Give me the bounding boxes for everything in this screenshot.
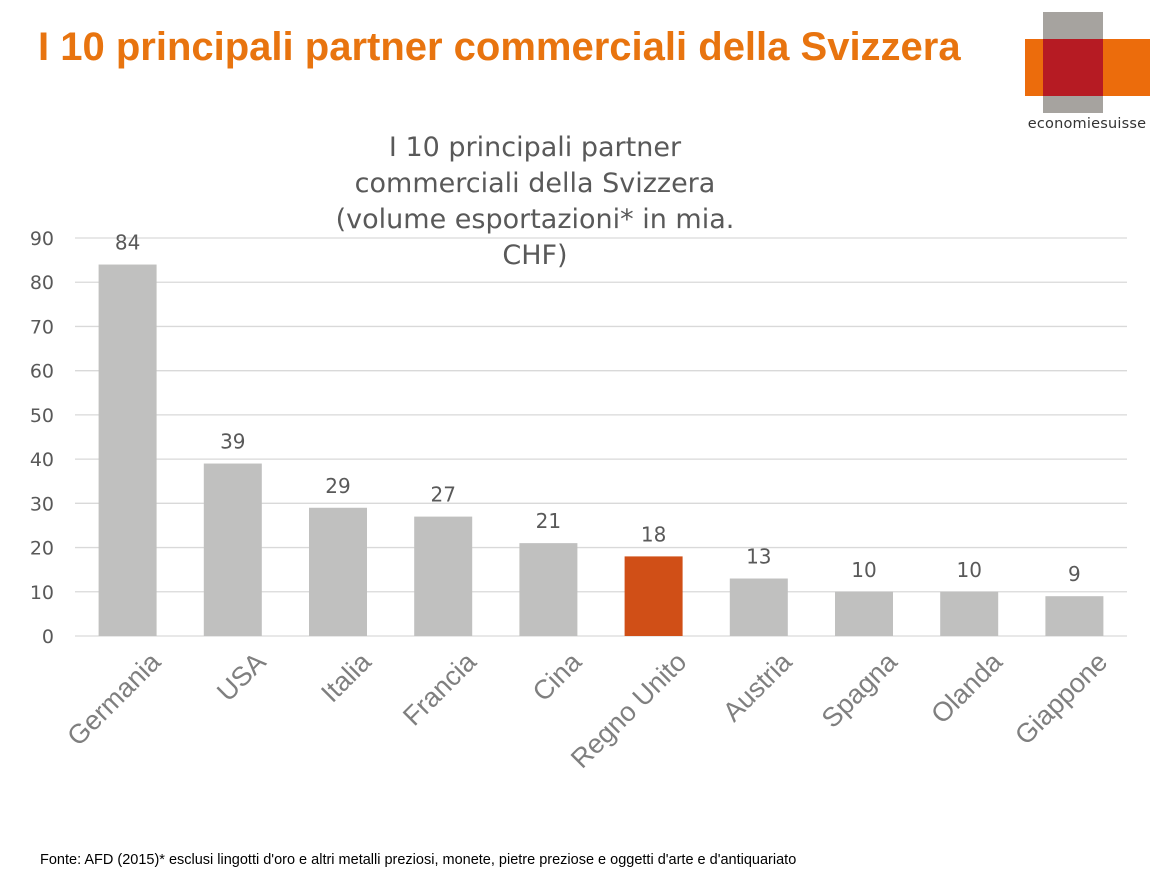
y-tick-label: 40: [30, 449, 54, 471]
y-axis-ticks: 0 10 20 30 40 50 60 70 80 90: [30, 228, 54, 648]
bar-germania: [98, 264, 157, 636]
value-label: 13: [746, 545, 771, 569]
value-label: 9: [1068, 562, 1081, 586]
y-tick-label: 80: [30, 272, 54, 294]
bars: [98, 264, 1104, 636]
value-label: 21: [536, 509, 561, 533]
value-label: 10: [956, 558, 981, 582]
value-label: 10: [851, 558, 876, 582]
value-label: 39: [220, 430, 245, 454]
x-tick-label: Cina: [527, 646, 588, 707]
bar-francia: [414, 516, 473, 636]
x-tick-label: Austria: [717, 646, 798, 727]
value-label: 27: [430, 483, 455, 507]
x-tick-label: Spagna: [816, 646, 904, 734]
logo-gray-top-block: [1043, 12, 1103, 39]
bar-olanda: [940, 591, 999, 636]
logo-wordmark: economiesuisse: [1027, 116, 1147, 132]
bar-usa: [203, 463, 262, 636]
economiesuisse-logo: economiesuisse: [1022, 12, 1152, 140]
y-tick-label: 60: [30, 361, 54, 383]
chart-title: I 10 principali partner commerciali dell…: [335, 132, 735, 271]
value-labels: 84 39 29 27 21 18 13 10 10 9: [115, 231, 1081, 587]
value-label: 84: [115, 231, 140, 255]
y-tick-label: 10: [30, 582, 54, 604]
bar-austria: [729, 578, 788, 636]
logo-gray-bottom-block: [1043, 96, 1103, 113]
y-tick-label: 90: [30, 228, 54, 250]
x-tick-label: Germania: [61, 646, 167, 752]
y-tick-label: 50: [30, 405, 54, 427]
bar-italia: [309, 507, 367, 636]
bar-spagna: [835, 591, 893, 636]
x-tick-label: Italia: [315, 646, 377, 708]
bar-giappone: [1045, 596, 1104, 636]
y-tick-label: 70: [30, 316, 54, 338]
y-tick-label: 30: [30, 493, 54, 515]
slide-title: I 10 principali partner commerciali dell…: [38, 25, 961, 69]
y-tick-label: 0: [42, 626, 54, 648]
y-tick-label: 20: [30, 538, 54, 560]
value-label: 29: [325, 474, 350, 498]
logo-red-block: [1043, 39, 1103, 96]
value-label: 18: [641, 522, 666, 546]
bar-cina: [519, 543, 578, 636]
x-tick-label: USA: [211, 647, 271, 707]
x-tick-label: Giappone: [1009, 647, 1113, 751]
source-note: Fonte: AFD (2015)* esclusi lingotti d'or…: [40, 852, 797, 868]
logo-orange-left-block: [1025, 39, 1043, 96]
bar-regno-unito: [624, 556, 683, 636]
x-tick-label: Olanda: [925, 646, 1008, 729]
x-tick-label: Francia: [397, 646, 483, 732]
logo-orange-right-block: [1103, 39, 1150, 96]
